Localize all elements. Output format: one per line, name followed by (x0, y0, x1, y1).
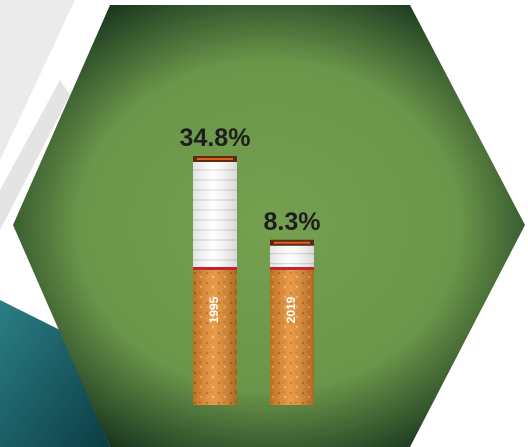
filter-shade (193, 270, 237, 405)
value-label: 34.8% (180, 124, 251, 152)
value-label: 8.3% (264, 208, 321, 236)
hexagon (13, 5, 525, 447)
category-label: 2019 (284, 296, 298, 323)
background-decoration (0, 0, 110, 447)
paper-shade (270, 243, 314, 270)
ember (197, 158, 233, 160)
red-band (193, 267, 237, 270)
category-label: 1995 (207, 296, 221, 323)
red-band (270, 267, 314, 270)
ember (274, 241, 310, 244)
filter-shade (270, 270, 314, 405)
paper-shade (193, 160, 237, 270)
